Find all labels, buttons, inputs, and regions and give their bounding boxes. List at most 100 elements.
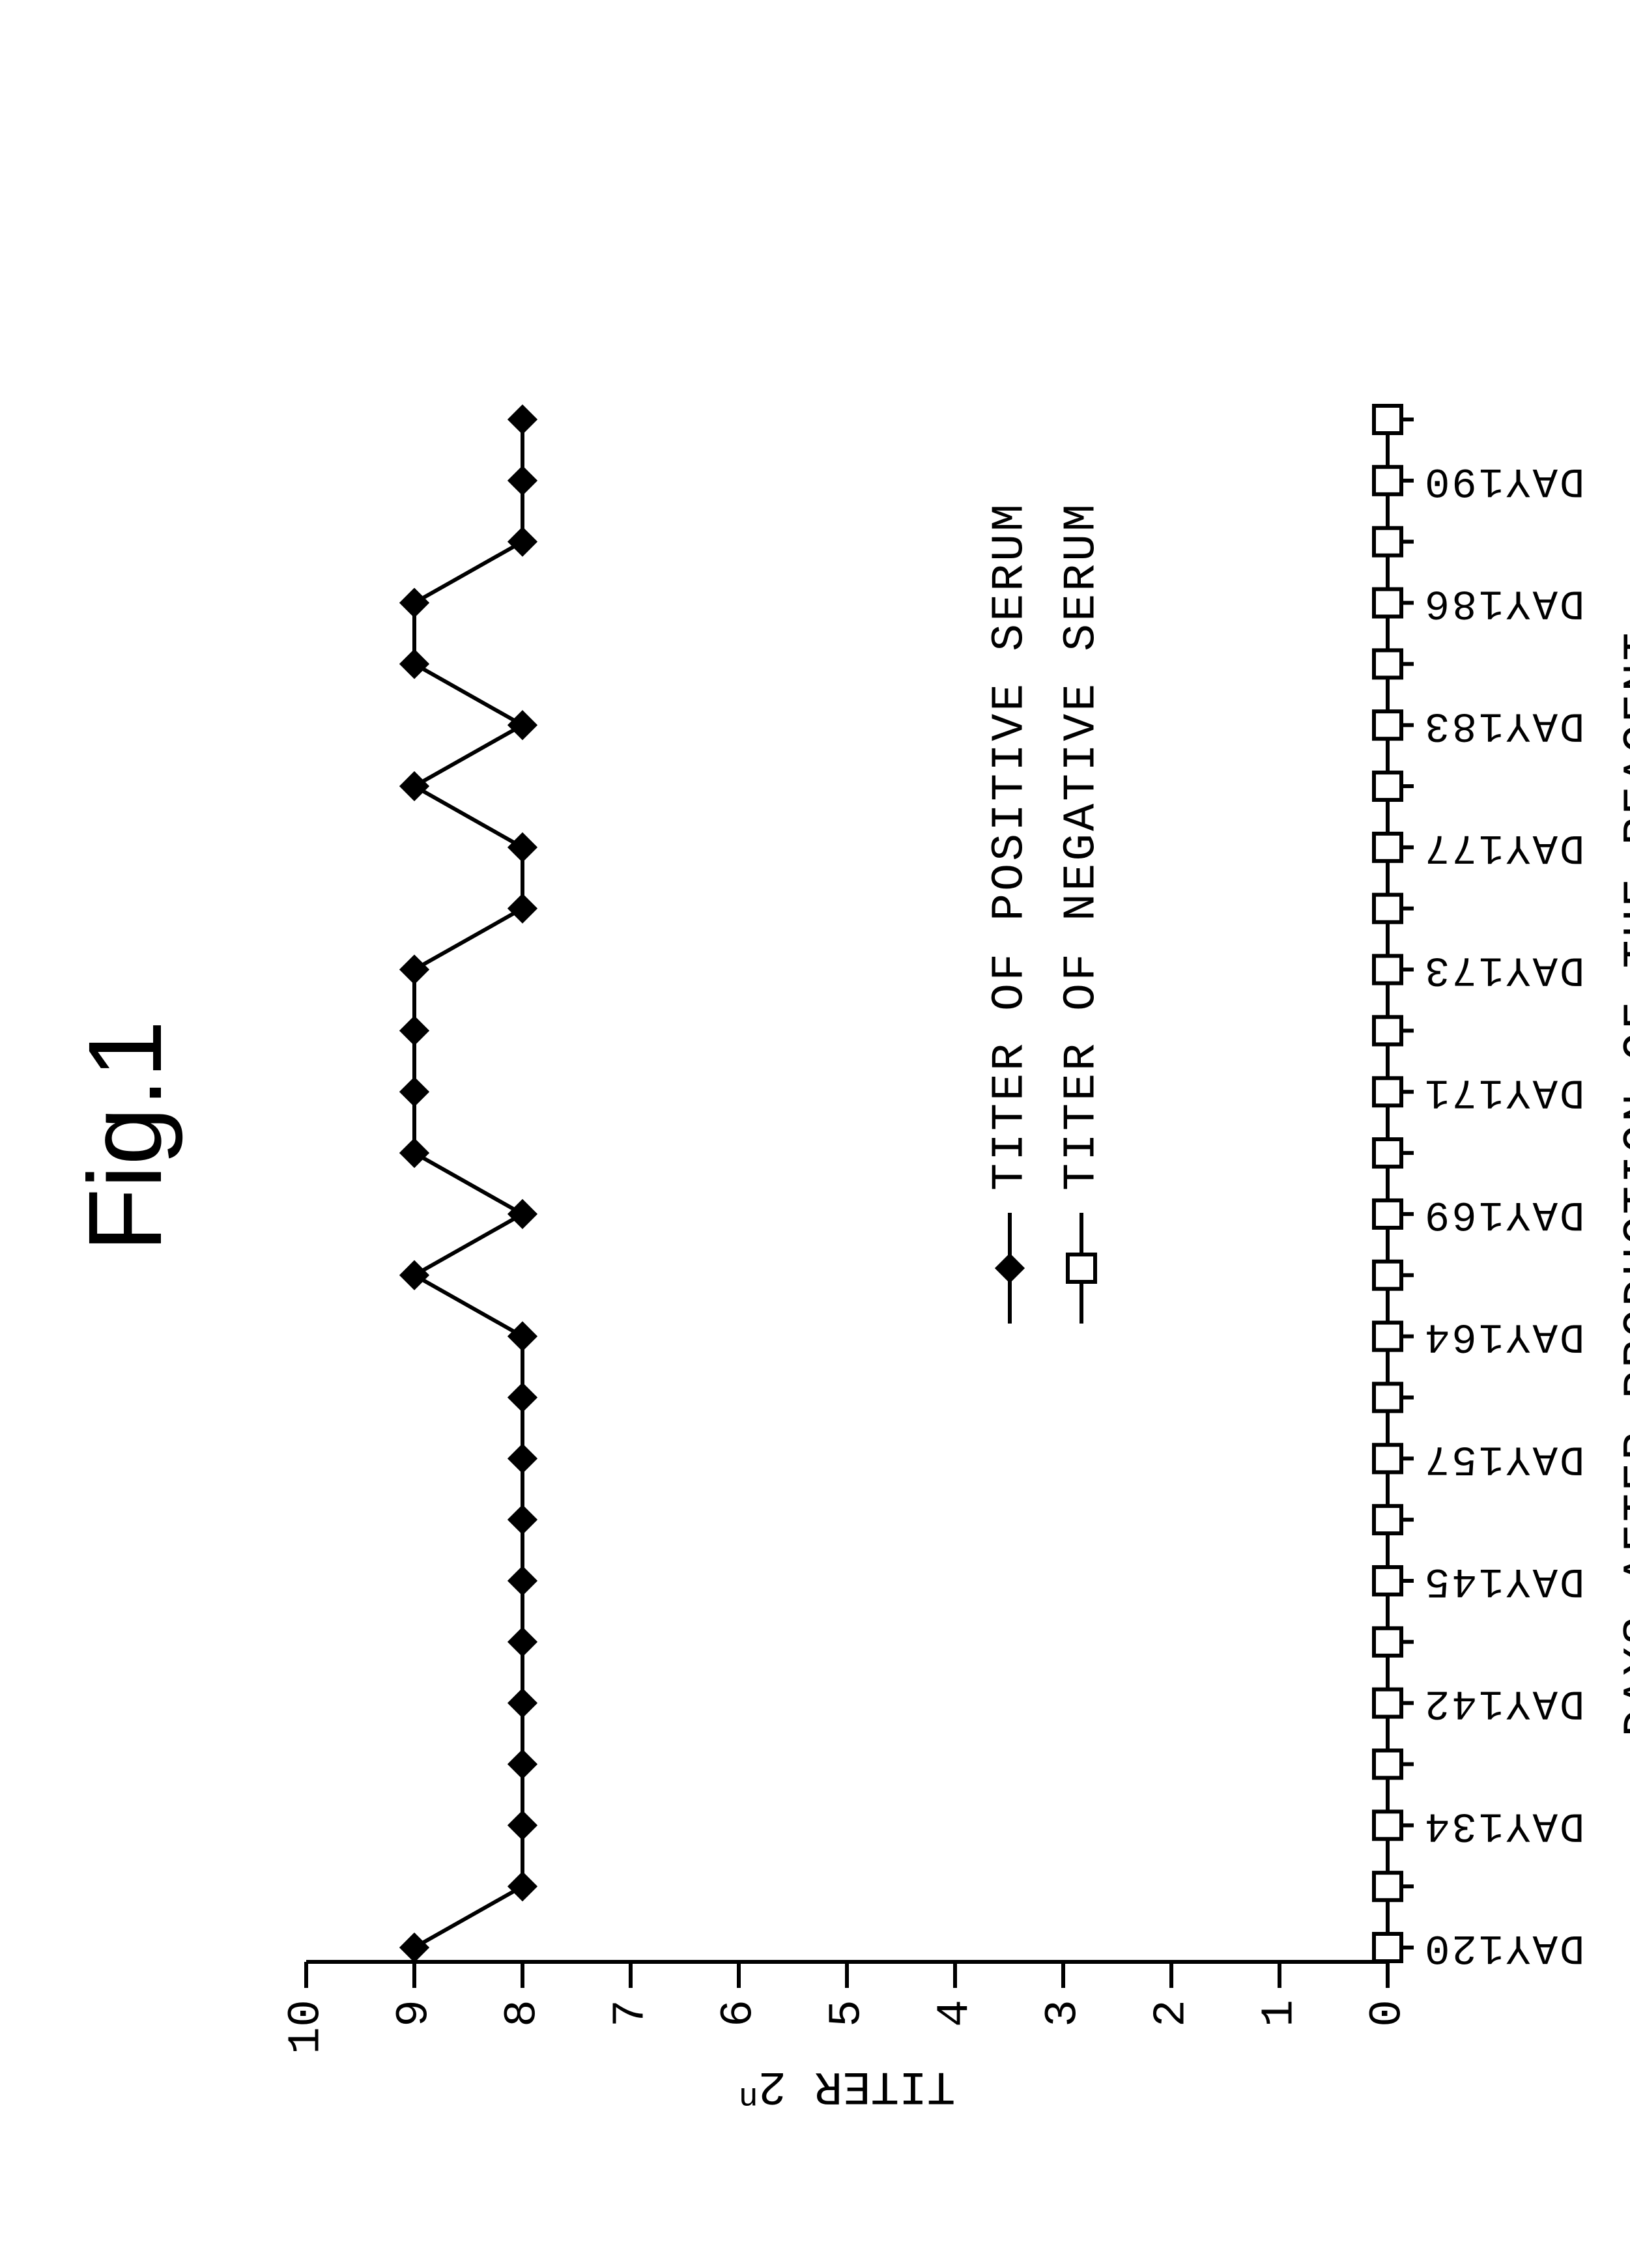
diamond-marker bbox=[401, 773, 428, 800]
diamond-marker bbox=[509, 1690, 536, 1717]
svg-text:DAY169: DAY169 bbox=[1423, 1190, 1584, 1237]
y-tick-label: 5 bbox=[822, 2000, 873, 2027]
square-marker bbox=[1068, 1254, 1095, 1282]
diamond-marker bbox=[401, 1017, 428, 1044]
square-marker bbox=[1374, 1811, 1401, 1839]
x-tick-label: DAY186 bbox=[1423, 579, 1584, 626]
diamond-marker bbox=[509, 467, 536, 494]
diamond-marker bbox=[509, 711, 536, 739]
x-tick-label: DAY120 bbox=[1423, 1923, 1584, 1970]
diamond-marker bbox=[509, 834, 536, 861]
square-marker bbox=[1374, 956, 1401, 984]
square-marker bbox=[1374, 589, 1401, 617]
svg-text:DAY183: DAY183 bbox=[1423, 701, 1584, 748]
diamond-marker bbox=[996, 1254, 1023, 1282]
square-marker bbox=[1374, 895, 1401, 922]
x-tick-label: DAY190 bbox=[1423, 457, 1584, 503]
svg-text:DAY186: DAY186 bbox=[1423, 579, 1584, 626]
svg-text:DAY173: DAY173 bbox=[1423, 946, 1584, 993]
x-tick-label: DAY164 bbox=[1423, 1312, 1584, 1359]
x-tick-label: DAY142 bbox=[1423, 1679, 1584, 1726]
square-marker bbox=[1374, 1323, 1401, 1350]
square-marker bbox=[1374, 1873, 1401, 1900]
series-line bbox=[414, 419, 522, 1948]
diamond-marker bbox=[401, 1139, 428, 1167]
diamond-marker bbox=[509, 1323, 536, 1350]
x-tick-label: DAY177 bbox=[1423, 823, 1584, 870]
diamond-marker bbox=[509, 1750, 536, 1778]
square-marker bbox=[1374, 1017, 1401, 1044]
svg-text:DAY157: DAY157 bbox=[1423, 1434, 1584, 1481]
diamond-marker bbox=[509, 1383, 536, 1411]
square-marker bbox=[1374, 650, 1401, 677]
svg-text:DAY164: DAY164 bbox=[1423, 1312, 1584, 1359]
diamond-marker bbox=[509, 1811, 536, 1839]
diamond-marker bbox=[401, 1262, 428, 1289]
square-marker bbox=[1374, 1506, 1401, 1533]
series bbox=[1374, 406, 1401, 1961]
y-tick-label: 2 bbox=[1146, 2000, 1197, 2027]
square-marker bbox=[1374, 1750, 1401, 1778]
svg-text:DAY134: DAY134 bbox=[1423, 1801, 1584, 1848]
y-tick-label: 1 bbox=[1254, 2000, 1306, 2027]
line-chart: 0 1 2 3 4 5 6 7 8 9 10 TITER 2n DAY120 DAY134 DAY142 DA… bbox=[0, 0, 1630, 2268]
diamond-marker bbox=[401, 1078, 428, 1105]
diamond-marker bbox=[509, 1200, 536, 1228]
x-tick-label: DAY173 bbox=[1423, 946, 1584, 993]
diamond-marker bbox=[509, 1506, 536, 1533]
y-tick-label: 10 bbox=[281, 2000, 332, 2054]
square-marker bbox=[1374, 1628, 1401, 1656]
svg-text:DAY142: DAY142 bbox=[1423, 1679, 1584, 1726]
square-marker bbox=[1374, 1139, 1401, 1167]
diamond-marker bbox=[401, 956, 428, 984]
diamond-marker bbox=[401, 589, 428, 617]
square-marker bbox=[1374, 528, 1401, 556]
y-tick-label: 0 bbox=[1362, 2000, 1414, 2027]
y-tick-label: 4 bbox=[930, 2000, 981, 2027]
svg-text:DAY145: DAY145 bbox=[1423, 1557, 1584, 1604]
square-marker bbox=[1374, 711, 1401, 739]
x-tick-label: DAY157 bbox=[1423, 1434, 1584, 1481]
svg-text:DAY120: DAY120 bbox=[1423, 1923, 1584, 1970]
square-marker bbox=[1374, 834, 1401, 861]
diamond-marker bbox=[509, 1445, 536, 1472]
square-marker bbox=[1374, 1445, 1401, 1472]
diamond-marker bbox=[509, 406, 536, 433]
y-tick-label: 9 bbox=[389, 2000, 440, 2027]
y-axis-title: TITER 2n bbox=[739, 2059, 955, 2115]
y-tick-label: 6 bbox=[713, 2000, 765, 2027]
diamond-marker bbox=[509, 1567, 536, 1595]
square-marker bbox=[1374, 1567, 1401, 1595]
diamond-marker bbox=[401, 650, 428, 677]
diamond-marker bbox=[509, 1628, 536, 1656]
x-tick-label: DAY171 bbox=[1423, 1068, 1584, 1114]
y-tick-label: 8 bbox=[497, 2000, 549, 2027]
square-marker bbox=[1374, 1078, 1401, 1105]
legend-label: TITER OF NEGATIVE SERUM bbox=[1056, 502, 1108, 1191]
x-tick-label: DAY145 bbox=[1423, 1557, 1584, 1604]
y-tick-label: 3 bbox=[1038, 2000, 1089, 2027]
diamond-marker bbox=[509, 895, 536, 922]
x-tick-label: DAY169 bbox=[1423, 1190, 1584, 1237]
svg-text:DAY171: DAY171 bbox=[1423, 1068, 1584, 1114]
x-axis-title: DAYS AFTER PRODUCTION OF THE REAGENT bbox=[1616, 630, 1630, 1736]
square-marker bbox=[1374, 1200, 1401, 1228]
legend: TITER OF POSITIVE SERUM TITER OF NEGATIVE… bbox=[984, 502, 1108, 1324]
diamond-marker bbox=[401, 1934, 428, 1961]
svg-text:DAY177: DAY177 bbox=[1423, 823, 1584, 870]
square-marker bbox=[1374, 1934, 1401, 1961]
svg-text:TITER 2n: TITER 2n bbox=[739, 2059, 955, 2115]
square-marker bbox=[1374, 1262, 1401, 1289]
legend-label: TITER OF POSITIVE SERUM bbox=[984, 502, 1036, 1191]
y-tick-label: 7 bbox=[605, 2000, 657, 2027]
square-marker bbox=[1374, 773, 1401, 800]
x-tick-label: DAY134 bbox=[1423, 1801, 1584, 1848]
square-marker bbox=[1374, 1690, 1401, 1717]
series bbox=[401, 406, 536, 1961]
square-marker bbox=[1374, 1383, 1401, 1411]
diamond-marker bbox=[509, 528, 536, 556]
square-marker bbox=[1374, 467, 1401, 494]
square-marker bbox=[1374, 406, 1401, 433]
x-tick-label: DAY183 bbox=[1423, 701, 1584, 748]
svg-text:DAY190: DAY190 bbox=[1423, 457, 1584, 503]
